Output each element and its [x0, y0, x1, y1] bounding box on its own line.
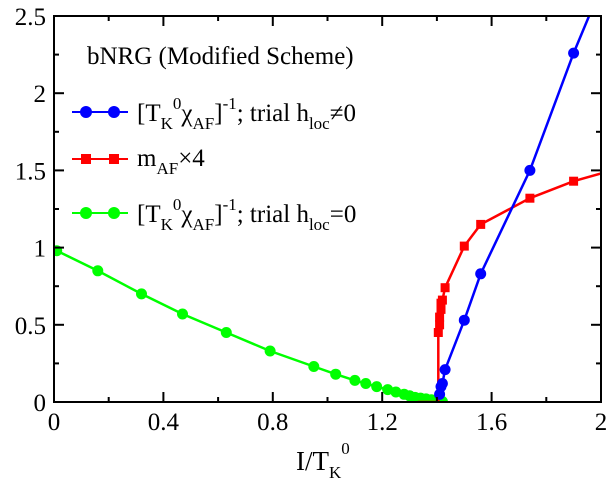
data-point-blue — [458, 314, 470, 326]
data-point-green — [330, 368, 342, 380]
legend-marker-blue-2 — [108, 106, 120, 118]
x-axis-label: I/TK0 — [296, 439, 350, 482]
legend-marker-red-2 — [109, 154, 119, 164]
data-point-blue — [436, 378, 448, 389]
y-tick-label: 0.5 — [15, 313, 46, 340]
legend: bNRG (Modified Scheme) [TK0χAF]-1; trial… — [72, 43, 356, 234]
data-point-green — [349, 374, 361, 386]
legend-label-blue: [TK0χAF]-1; trial hloc≠0 — [137, 94, 356, 133]
x-tick-label: 0.8 — [257, 409, 288, 436]
data-point-green — [220, 327, 232, 338]
data-point-red — [433, 328, 443, 337]
data-point-green — [136, 288, 147, 300]
data-point-red — [435, 320, 445, 330]
data-point-red — [440, 283, 450, 293]
data-point-blue — [524, 164, 536, 176]
x-tick-label: 2 — [595, 409, 608, 436]
chart-title: bNRG (Modified Scheme) — [87, 43, 354, 70]
x-tick-label: 1.6 — [476, 409, 507, 436]
data-point-red — [476, 219, 486, 229]
data-point-red — [436, 304, 446, 314]
legend-entry-green: [TK0χAF]-1; trial hloc=0 — [72, 195, 356, 234]
legend-entry-blue: [TK0χAF]-1; trial hloc≠0 — [72, 94, 356, 133]
y-tick-label: 0 — [34, 390, 47, 417]
data-point-red — [569, 176, 579, 186]
data-point-red — [437, 295, 447, 305]
legend-label-green: [TK0χAF]-1; trial hloc=0 — [137, 195, 356, 234]
data-point-blue — [475, 268, 487, 280]
legend-entry-red: mAF×4 — [72, 145, 205, 178]
y-tick-label: 1.5 — [15, 158, 46, 185]
data-point-blue — [568, 47, 580, 59]
y-tick-label: 2 — [34, 81, 47, 108]
data-point-green — [360, 378, 372, 389]
y-tick-label: 1 — [34, 236, 47, 263]
data-point-green — [308, 361, 320, 372]
legend-marker-blue — [80, 106, 92, 118]
series-blue — [434, 16, 591, 400]
y-tick-label: 2.5 — [15, 4, 46, 31]
x-tick-label: 0 — [48, 409, 61, 436]
x-tick-label: 0.4 — [148, 409, 180, 436]
legend-label-red: mAF×4 — [137, 145, 205, 178]
axis-ticks: 0 0.4 0.8 1.2 1.6 2 0 0.5 1 1.5 2 2.5 — [15, 4, 608, 436]
data-point-green — [177, 308, 188, 320]
data-point-red — [459, 241, 469, 251]
legend-marker-green — [80, 207, 92, 219]
legend-marker-red — [81, 154, 91, 164]
data-point-red — [525, 193, 535, 203]
data-point-blue — [439, 364, 451, 376]
legend-marker-green-2 — [108, 207, 120, 219]
data-point-red — [435, 312, 445, 322]
data-point-green — [264, 345, 276, 357]
data-point-green — [92, 265, 104, 277]
x-tick-label: 1.2 — [367, 409, 398, 436]
series-layer — [54, 16, 601, 402]
data-point-green — [371, 381, 383, 393]
